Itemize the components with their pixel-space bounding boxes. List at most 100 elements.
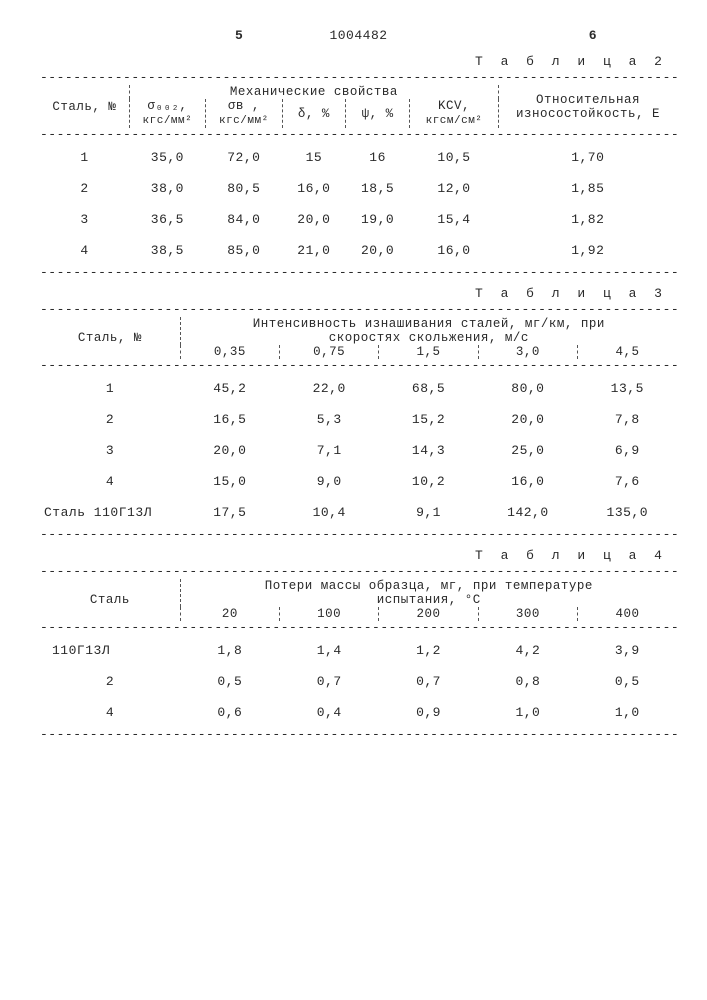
doc-number: 1004482 xyxy=(40,28,677,43)
c1-bot: кгс/мм² xyxy=(143,115,193,127)
cell: 6,9 xyxy=(578,435,677,466)
table3-body: 1 45,2 22,0 68,5 80,0 13,5 2 16,5 5,3 15… xyxy=(40,373,677,528)
cell: 3,9 xyxy=(578,635,677,666)
cell: 16,0 xyxy=(409,235,498,266)
cell: 0,5 xyxy=(180,666,279,697)
divider: ----------------------------------------… xyxy=(40,528,677,542)
divider: ----------------------------------------… xyxy=(40,359,677,373)
cell: 1,70 xyxy=(499,142,677,173)
cell: 1,2 xyxy=(379,635,478,666)
cell: 10,4 xyxy=(280,497,379,528)
mech-props-header: Механические свойства xyxy=(129,85,498,99)
cell: 5,3 xyxy=(280,404,379,435)
divider: ----------------------------------------… xyxy=(40,128,677,142)
cell: 0,8 xyxy=(478,666,577,697)
cell: 7,6 xyxy=(578,466,677,497)
cell: 18,5 xyxy=(346,173,410,204)
page-col-right: 6 xyxy=(589,28,597,43)
cell: 4 xyxy=(40,697,180,728)
speed-col: 4,5 xyxy=(578,345,677,359)
cell: 36,5 xyxy=(129,204,205,235)
cell: 80,5 xyxy=(206,173,282,204)
sub-c3: δ, % xyxy=(282,99,346,128)
table-row: 2 38,0 80,5 16,0 18,5 12,0 1,85 xyxy=(40,173,677,204)
c5-bot: кгсм/см² xyxy=(426,115,483,127)
table-row: 4 15,0 9,0 10,2 16,0 7,6 xyxy=(40,466,677,497)
cell: 15,2 xyxy=(379,404,478,435)
divider: ----------------------------------------… xyxy=(40,303,677,317)
cell: 1,82 xyxy=(499,204,677,235)
table2: Сталь, № Механические свойства Относител… xyxy=(40,85,677,128)
col-steel: Сталь, № xyxy=(40,317,180,359)
cell: 45,2 xyxy=(180,373,279,404)
table-row: 4 0,6 0,4 0,9 1,0 1,0 xyxy=(40,697,677,728)
sub-c4: ψ, % xyxy=(346,99,410,128)
cell: 1 xyxy=(40,142,129,173)
col-steel: Сталь, № xyxy=(40,85,129,128)
temp-col: 300 xyxy=(478,607,577,621)
table3-caption: Т а б л и ц а 3 xyxy=(40,286,677,301)
cell: 1,0 xyxy=(478,697,577,728)
cell: 21,0 xyxy=(282,235,346,266)
cell: 1,4 xyxy=(280,635,379,666)
table-row: 3 20,0 7,1 14,3 25,0 6,9 xyxy=(40,435,677,466)
cell: 20,0 xyxy=(346,235,410,266)
cell: 17,5 xyxy=(180,497,279,528)
cell: 135,0 xyxy=(578,497,677,528)
table4-caption: Т а б л и ц а 4 xyxy=(40,548,677,563)
cell: 80,0 xyxy=(478,373,577,404)
cell: 19,0 xyxy=(346,204,410,235)
cell: 85,0 xyxy=(206,235,282,266)
cell: 0,5 xyxy=(578,666,677,697)
sub-c1: σ₀₀₂, кгс/мм² xyxy=(129,99,205,128)
cell: 84,0 xyxy=(206,204,282,235)
cell: 3 xyxy=(40,435,180,466)
cell: 68,5 xyxy=(379,373,478,404)
hdr2: скоростях скольжения, м/с xyxy=(329,331,529,345)
speed-col: 0,35 xyxy=(180,345,279,359)
cell: 16 xyxy=(346,142,410,173)
cell: 110Г13Л xyxy=(40,635,180,666)
speed-col: 0,75 xyxy=(280,345,379,359)
hdr1: Потери массы образца, мг, при температур… xyxy=(265,579,593,593)
cell: 2 xyxy=(40,404,180,435)
table-row: 2 0,5 0,7 0,7 0,8 0,5 xyxy=(40,666,677,697)
cell: 4 xyxy=(40,235,129,266)
divider: ----------------------------------------… xyxy=(40,621,677,635)
cell: 0,7 xyxy=(280,666,379,697)
hdr2: испытания, °С xyxy=(377,593,481,607)
cell: 13,5 xyxy=(578,373,677,404)
cell: 9,0 xyxy=(280,466,379,497)
cell: 1,8 xyxy=(180,635,279,666)
cell: 9,1 xyxy=(379,497,478,528)
cell: 1,0 xyxy=(578,697,677,728)
cell: 12,0 xyxy=(409,173,498,204)
cell: 15,4 xyxy=(409,204,498,235)
cell: 4 xyxy=(40,466,180,497)
cell: 2 xyxy=(40,666,180,697)
table-row: Сталь 110Г13Л 17,5 10,4 9,1 142,0 135,0 xyxy=(40,497,677,528)
cell: 72,0 xyxy=(206,142,282,173)
c5-top: KCV, xyxy=(438,99,470,113)
c1-top: σ₀₀₂, xyxy=(147,99,187,113)
table3-header: Сталь, № Интенсивность изнашивания стале… xyxy=(40,317,677,359)
table-row: 4 38,5 85,0 21,0 20,0 16,0 1,92 xyxy=(40,235,677,266)
cell: 1 xyxy=(40,373,180,404)
c2-bot: кгс/мм² xyxy=(219,115,269,127)
divider: ----------------------------------------… xyxy=(40,565,677,579)
cell: 0,7 xyxy=(379,666,478,697)
cell: 4,2 xyxy=(478,635,577,666)
table4-header: Сталь Потери массы образца, мг, при темп… xyxy=(40,579,677,621)
cell: 38,5 xyxy=(129,235,205,266)
cell: 1,92 xyxy=(499,235,677,266)
table2-body: 1 35,0 72,0 15 16 10,5 1,70 2 38,0 80,5 … xyxy=(40,142,677,266)
cell: 15 xyxy=(282,142,346,173)
temp-col: 200 xyxy=(379,607,478,621)
cell: 7,8 xyxy=(578,404,677,435)
cell: 0,6 xyxy=(180,697,279,728)
divider: ----------------------------------------… xyxy=(40,728,677,742)
table-row: 3 36,5 84,0 20,0 19,0 15,4 1,82 xyxy=(40,204,677,235)
cell: 22,0 xyxy=(280,373,379,404)
divider: ----------------------------------------… xyxy=(40,71,677,85)
cell: 14,3 xyxy=(379,435,478,466)
